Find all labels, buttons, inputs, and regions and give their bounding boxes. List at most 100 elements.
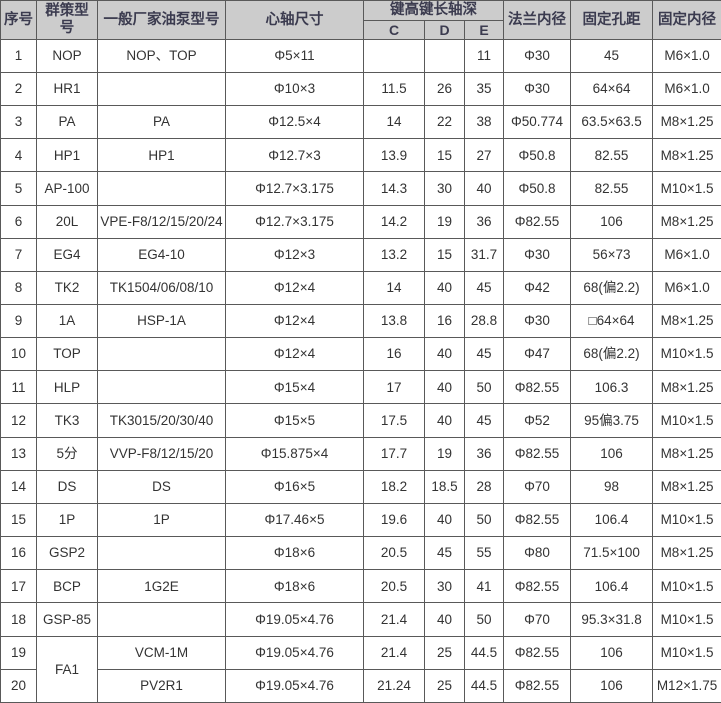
cell-index: 8 bbox=[0, 270, 37, 306]
cell-oem-model bbox=[97, 171, 226, 206]
cell-fixed-inner: M8×1.25 bbox=[652, 536, 721, 571]
cell-key-d: 40 bbox=[424, 270, 465, 306]
cell-index: 9 bbox=[0, 304, 37, 339]
cell-group-model: TK3 bbox=[36, 403, 98, 438]
table-row: 13 5分 VVP-F8/12/15/20 Φ15.875×4 17.7 19 36 Φ82.… bbox=[0, 436, 721, 471]
cell-index: 11 bbox=[0, 370, 37, 405]
cell-fixed-inner: M10×1.5 bbox=[652, 635, 721, 670]
cell-flange-inner: Φ30 bbox=[503, 237, 572, 272]
cell-shaft-size: Φ18×6 bbox=[225, 536, 364, 571]
cell-group-model: 1P bbox=[36, 502, 98, 538]
cell-shaft-size: Φ19.05×4.76 bbox=[225, 668, 364, 703]
cell-flange-inner: Φ82.55 bbox=[503, 436, 572, 471]
cell-group-model: 20L bbox=[36, 204, 98, 239]
cell-key-e: 35 bbox=[463, 71, 505, 107]
cell-key-d: 26 bbox=[424, 71, 465, 107]
cell-oem-model bbox=[97, 337, 226, 372]
cell-key-c bbox=[363, 38, 425, 73]
header-row-secondary: C D E bbox=[1, 19, 721, 40]
header-key-e: E bbox=[463, 19, 505, 40]
cell-oem-model: HSP-1A bbox=[97, 304, 226, 339]
cell-fixed-inner: M6×1.0 bbox=[652, 270, 721, 306]
cell-fixed-inner: M8×1.25 bbox=[652, 469, 721, 504]
cell-fixed-inner: M8×1.25 bbox=[652, 204, 721, 239]
table-row: 7 EG4 EG4-10 Φ12×3 13.2 15 31.7 Φ30 56×73 M6×1.0 bbox=[0, 237, 721, 272]
cell-key-e: 55 bbox=[463, 536, 505, 571]
cell-flange-inner: Φ70 bbox=[503, 469, 572, 504]
cell-hole-pitch: 45 bbox=[570, 38, 654, 73]
table-row: 5 AP-100 Φ12.7×3.175 14.3 30 40 Φ50.8 82.55 M10×… bbox=[0, 171, 721, 206]
cell-key-e: 50 bbox=[463, 502, 505, 538]
cell-group-model: DS bbox=[36, 469, 98, 504]
cell-index: 5 bbox=[0, 171, 37, 206]
cell-shaft-size: Φ19.05×4.76 bbox=[225, 635, 364, 670]
cell-hole-pitch: 106 bbox=[570, 204, 654, 239]
cell-key-c: 18.2 bbox=[363, 469, 425, 504]
cell-hole-pitch: 82.55 bbox=[570, 138, 654, 173]
cell-index: 3 bbox=[0, 105, 37, 140]
cell-flange-inner: Φ80 bbox=[503, 536, 572, 571]
cell-key-c: 21.4 bbox=[363, 635, 425, 670]
cell-fixed-inner: M12×1.75 bbox=[652, 668, 721, 703]
cell-group-model: FA1 bbox=[36, 635, 98, 703]
cell-shaft-size: Φ18×6 bbox=[225, 569, 364, 604]
cell-index: 14 bbox=[0, 469, 37, 504]
cell-key-c: 13.2 bbox=[363, 237, 425, 272]
cell-oem-model: VVP-F8/12/15/20 bbox=[97, 436, 226, 471]
table-row: 11 HLP Φ15×4 17 40 50 Φ82.55 106.3 M8×1.25 bbox=[0, 370, 721, 405]
cell-key-c: 16 bbox=[363, 337, 425, 372]
cell-shaft-size: Φ12.5×4 bbox=[225, 105, 364, 140]
cell-group-model: HLP bbox=[36, 370, 98, 405]
header-hole-pitch: 固定孔距 bbox=[570, 0, 654, 40]
cell-fixed-inner: M8×1.25 bbox=[652, 370, 721, 405]
cell-shaft-size: Φ15.875×4 bbox=[225, 436, 364, 471]
cell-key-e: 50 bbox=[463, 602, 505, 637]
cell-hole-pitch: 106 bbox=[570, 635, 654, 670]
cell-index: 15 bbox=[0, 502, 37, 538]
cell-key-d: 30 bbox=[424, 171, 465, 206]
cell-fixed-inner: M10×1.5 bbox=[652, 403, 721, 438]
cell-flange-inner: Φ82.55 bbox=[503, 569, 572, 604]
cell-flange-inner: Φ82.55 bbox=[503, 635, 572, 670]
cell-index: 19 bbox=[0, 635, 37, 670]
cell-shaft-size: Φ17.46×5 bbox=[225, 502, 364, 538]
cell-key-e: 50 bbox=[463, 370, 505, 405]
header-flange-inner: 法兰内径 bbox=[503, 0, 572, 40]
cell-flange-inner: Φ70 bbox=[503, 602, 572, 637]
cell-hole-pitch: 106.4 bbox=[570, 569, 654, 604]
header-oem-model: 一般厂家油泵型号 bbox=[97, 0, 226, 40]
cell-hole-pitch: 106 bbox=[570, 668, 654, 703]
cell-flange-inner: Φ50.8 bbox=[503, 171, 572, 206]
table-row: 19 FA1 VCM-1M Φ19.05×4.76 21.4 25 44.5 Φ82.55 10… bbox=[0, 635, 721, 703]
header-group-model: 群策型号 bbox=[36, 0, 98, 40]
cell-shaft-size: Φ19.05×4.76 bbox=[225, 602, 364, 637]
cell-group-model: BCP bbox=[36, 569, 98, 604]
cell-flange-inner: Φ50.774 bbox=[503, 105, 572, 140]
cell-flange-inner: Φ82.55 bbox=[503, 502, 572, 538]
cell-fixed-inner: M6×1.0 bbox=[652, 38, 721, 73]
header-key-group: 键高键长轴深 bbox=[362, 0, 505, 21]
cell-key-c: 14.3 bbox=[363, 171, 425, 206]
cell-key-c: 14.2 bbox=[363, 204, 425, 239]
cell-key-c: 17.7 bbox=[363, 436, 425, 471]
cell-group-model: GSP-85 bbox=[36, 602, 98, 637]
cell-flange-inner: Φ30 bbox=[503, 71, 572, 107]
cell-group-model: EG4 bbox=[36, 237, 98, 272]
cell-oem-model bbox=[97, 370, 226, 405]
cell-flange-inner: Φ30 bbox=[503, 304, 572, 339]
cell-index: 7 bbox=[0, 237, 37, 272]
cell-key-c: 13.9 bbox=[363, 138, 425, 173]
table-row: 3 PA PA Φ12.5×4 14 22 38 Φ50.774 63.5×63.5 M8×1.2… bbox=[0, 105, 721, 140]
cell-shaft-size: Φ12×4 bbox=[225, 304, 364, 339]
cell-key-e: 45 bbox=[463, 337, 505, 372]
cell-hole-pitch: □64×64 bbox=[570, 304, 654, 339]
cell-key-e: 44.5 bbox=[463, 635, 505, 670]
cell-group-model: TOP bbox=[36, 337, 98, 372]
cell-oem-model: NOP、TOP bbox=[97, 38, 226, 73]
cell-group-model: HP1 bbox=[36, 138, 98, 173]
cell-key-c: 17.5 bbox=[363, 403, 425, 438]
cell-shaft-size: Φ10×3 bbox=[225, 71, 364, 107]
cell-index: 12 bbox=[0, 403, 37, 438]
cell-flange-inner: Φ47 bbox=[503, 337, 572, 372]
cell-key-c: 14 bbox=[363, 105, 425, 140]
